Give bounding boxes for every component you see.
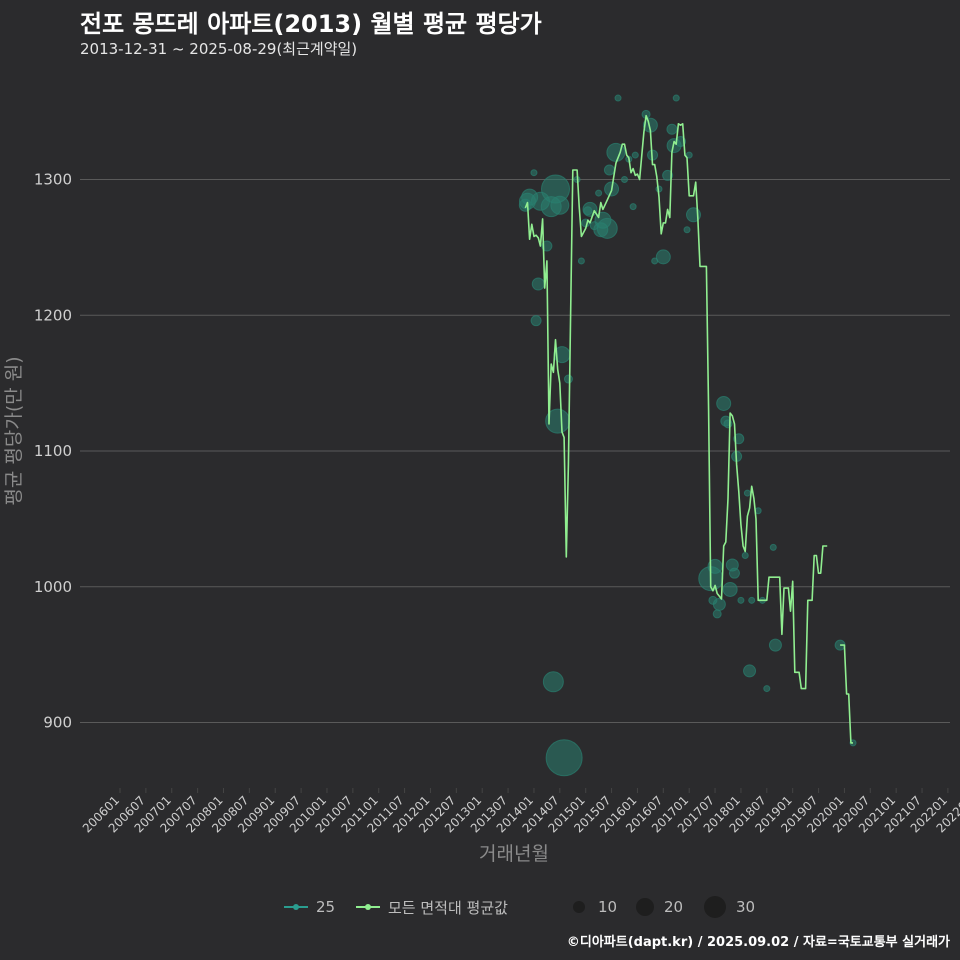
data-point xyxy=(550,195,570,215)
legend-label-average: 모든 면적대 평균값 xyxy=(388,898,508,917)
data-point xyxy=(531,277,545,291)
data-point xyxy=(741,552,749,560)
legend-size-10: 10 xyxy=(568,894,617,920)
data-point xyxy=(621,176,629,183)
legend-label-25: 25 xyxy=(316,898,336,916)
chart-title: 전포 몽뜨레 아파트(2013) 월별 평균 평당가 xyxy=(80,10,542,38)
legend-size-20-swatch xyxy=(636,898,654,916)
data-point xyxy=(716,395,732,411)
data-point xyxy=(545,739,583,777)
legend-size-10-swatch xyxy=(573,901,585,913)
source-credit: ©디아파트(dapt.kr) / 2025.09.02 / 자료=국토교통부 실… xyxy=(566,935,950,950)
data-point xyxy=(595,189,603,197)
legend-swatch-25 xyxy=(284,904,308,910)
x-axis-title: 거래년월 xyxy=(479,843,549,865)
data-point xyxy=(728,567,740,579)
data-point xyxy=(614,94,622,102)
data-point xyxy=(743,664,757,678)
series-line-average xyxy=(840,644,853,744)
data-point xyxy=(712,597,726,611)
data-point xyxy=(743,489,751,497)
legend-size-30-swatch xyxy=(704,896,726,918)
data-point xyxy=(769,543,777,551)
data-point xyxy=(722,581,738,597)
chart-subtitle: 2013-12-31 ~ 2025-08-29(최근계약일) xyxy=(80,40,358,58)
data-point xyxy=(542,671,564,693)
data-point xyxy=(666,123,678,135)
y-tick-label: 1300 xyxy=(34,171,72,189)
data-point xyxy=(737,596,745,604)
data-point xyxy=(683,226,691,234)
data-point xyxy=(603,164,615,176)
data-point xyxy=(723,419,733,429)
y-tick-label: 1000 xyxy=(34,578,72,596)
legend-size-30-label: 30 xyxy=(736,898,756,916)
data-point xyxy=(582,201,598,217)
legend-size-10-label: 10 xyxy=(598,898,618,916)
y-axis-title: 평균 평당가(만 원) xyxy=(3,356,25,505)
data-point xyxy=(563,374,573,384)
legend-size-20: 20 xyxy=(634,894,683,920)
legend-item-25[interactable]: 25 xyxy=(284,894,335,920)
data-point xyxy=(685,151,693,159)
data-point xyxy=(748,596,756,604)
legend: 25 모든 면적대 평균값 10 20 30 xyxy=(0,894,960,920)
data-point xyxy=(530,169,538,177)
series-line-average xyxy=(524,114,828,690)
data-point xyxy=(577,257,585,265)
legend-size-30: 30 xyxy=(702,894,755,920)
legend-swatch-average xyxy=(356,904,380,910)
legend-size-20-label: 20 xyxy=(664,898,684,916)
data-point xyxy=(596,217,618,239)
data-point xyxy=(629,203,637,211)
data-point xyxy=(733,433,745,445)
data-point xyxy=(763,685,771,693)
y-tick-label: 1100 xyxy=(34,442,72,460)
data-point xyxy=(672,94,680,102)
data-point xyxy=(662,169,674,181)
data-point xyxy=(541,240,553,252)
legend-item-average[interactable]: 모든 면적대 평균값 xyxy=(356,894,508,920)
y-tick-label: 1200 xyxy=(34,306,72,324)
data-point xyxy=(655,249,671,265)
data-point xyxy=(712,609,722,619)
data-point xyxy=(530,315,542,327)
data-point xyxy=(631,151,639,159)
data-point xyxy=(768,638,782,652)
y-tick-label: 900 xyxy=(43,714,72,732)
